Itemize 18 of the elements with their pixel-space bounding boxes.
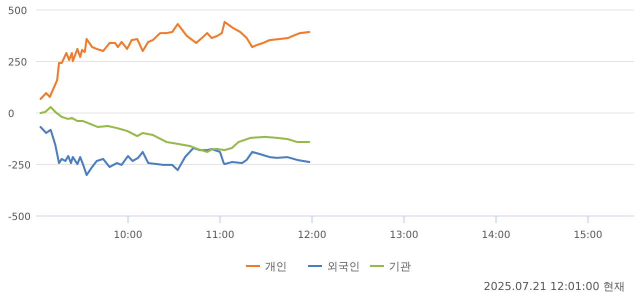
line-series	[40, 106, 310, 153]
legend-label: 개인	[265, 260, 287, 273]
y-tick-label: -500	[8, 212, 31, 223]
legend-label: 외국인	[327, 260, 360, 273]
y-tick-label: 0	[8, 109, 14, 120]
x-tick-label: 14:00	[482, 230, 510, 241]
y-tick-label: 500	[8, 6, 28, 17]
line-series	[40, 20, 310, 100]
line-series	[40, 126, 310, 176]
x-tick-label: 13:00	[390, 230, 418, 241]
x-tick-label: 10:00	[114, 230, 142, 241]
legend-label: 기관	[389, 260, 411, 273]
y-tick-label: -250	[8, 160, 31, 172]
x-tick-label: 11:00	[206, 230, 234, 241]
y-tick-label: 250	[8, 58, 28, 68]
x-tick-label: 12:00	[298, 230, 326, 241]
text: 2025.07.21 12:01:00 현재	[484, 280, 625, 293]
x-tick-label: 15:00	[574, 230, 602, 241]
